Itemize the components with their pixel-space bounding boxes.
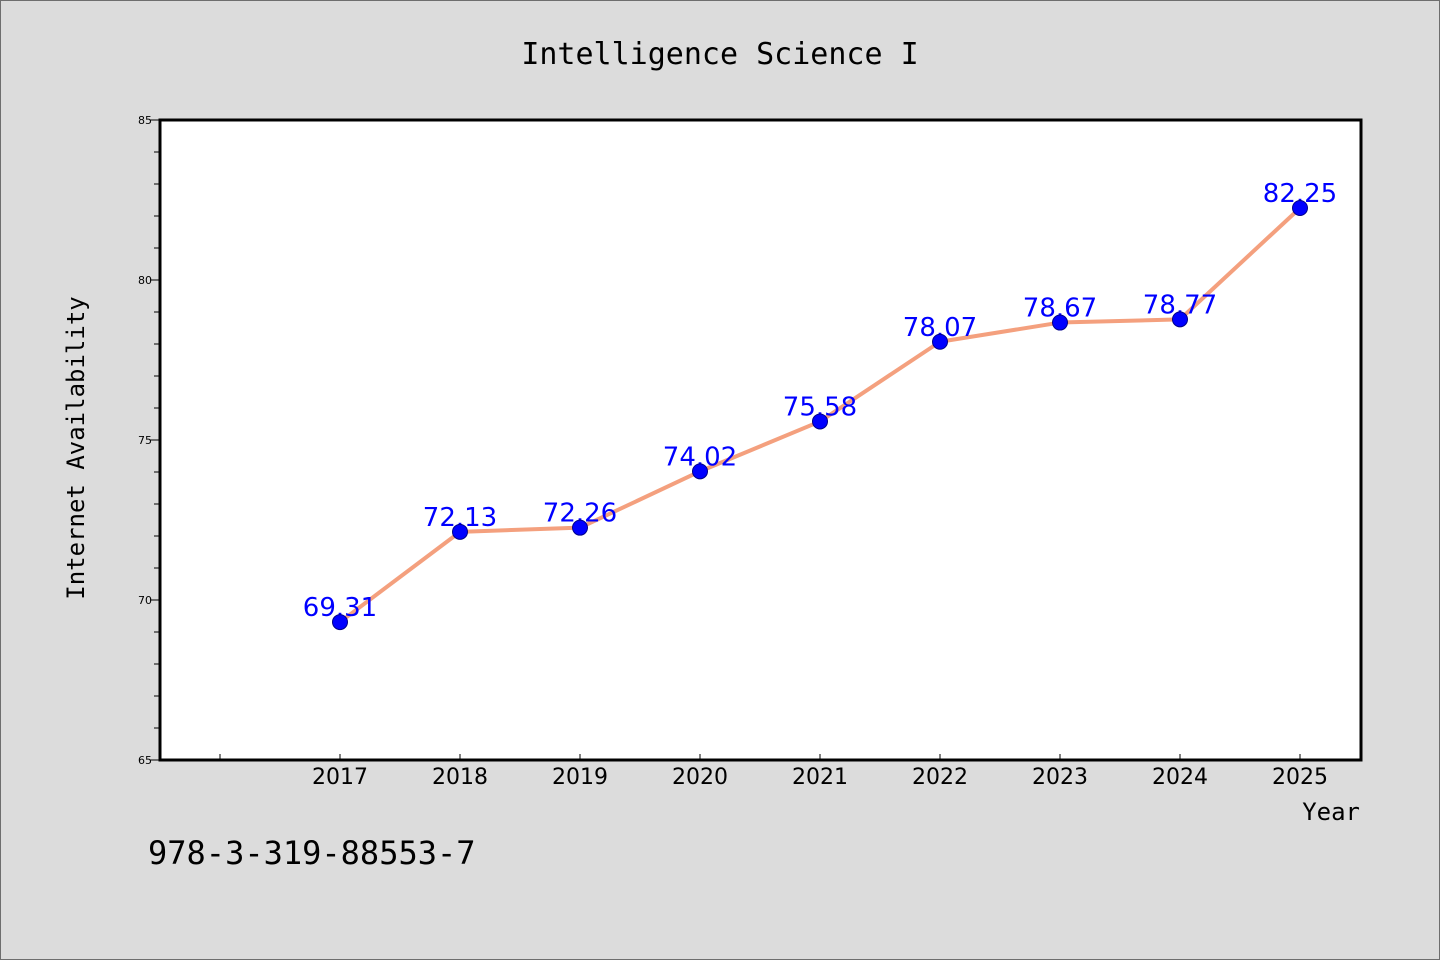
isbn-annotation: 978-3-319-88553-7 [148,834,476,872]
x-tick-label: 2021 [792,765,848,790]
data-point [572,519,588,536]
plot-area [158,118,1363,762]
data-point [452,523,468,540]
data-point [932,333,948,350]
data-point [1052,314,1068,331]
x-tick-label: 2019 [552,765,608,790]
y-tick-label: 70 [138,594,152,607]
y-axis-ticks: 65 70 75 80 85 [138,114,160,767]
x-tick-label: 2023 [1032,765,1088,790]
x-tick-label: 2020 [672,765,728,790]
y-tick-label: 65 [138,754,152,767]
x-axis-ticks: 2017 2018 2019 2020 2021 2022 2023 2024 2025 [219,754,1328,790]
x-tick-label: 2018 [432,765,488,790]
y-tick-label: 75 [138,434,152,447]
x-tick-label: 2024 [1152,765,1208,790]
x-tick-label: 2025 [1272,765,1328,790]
x-tick-label: 2022 [912,765,968,790]
x-tick-label: 2017 [312,765,368,790]
chart-title: Intelligence Science I [521,37,918,72]
data-point [692,463,708,480]
data-point [812,413,828,430]
y-axis-title: Internet Availability [62,296,90,599]
data-point [332,614,348,631]
data-point [1292,200,1308,216]
y-tick-label: 85 [138,114,152,127]
x-axis-title: Year [1302,798,1360,826]
data-point [1172,311,1188,328]
y-tick-label: 80 [138,274,152,287]
